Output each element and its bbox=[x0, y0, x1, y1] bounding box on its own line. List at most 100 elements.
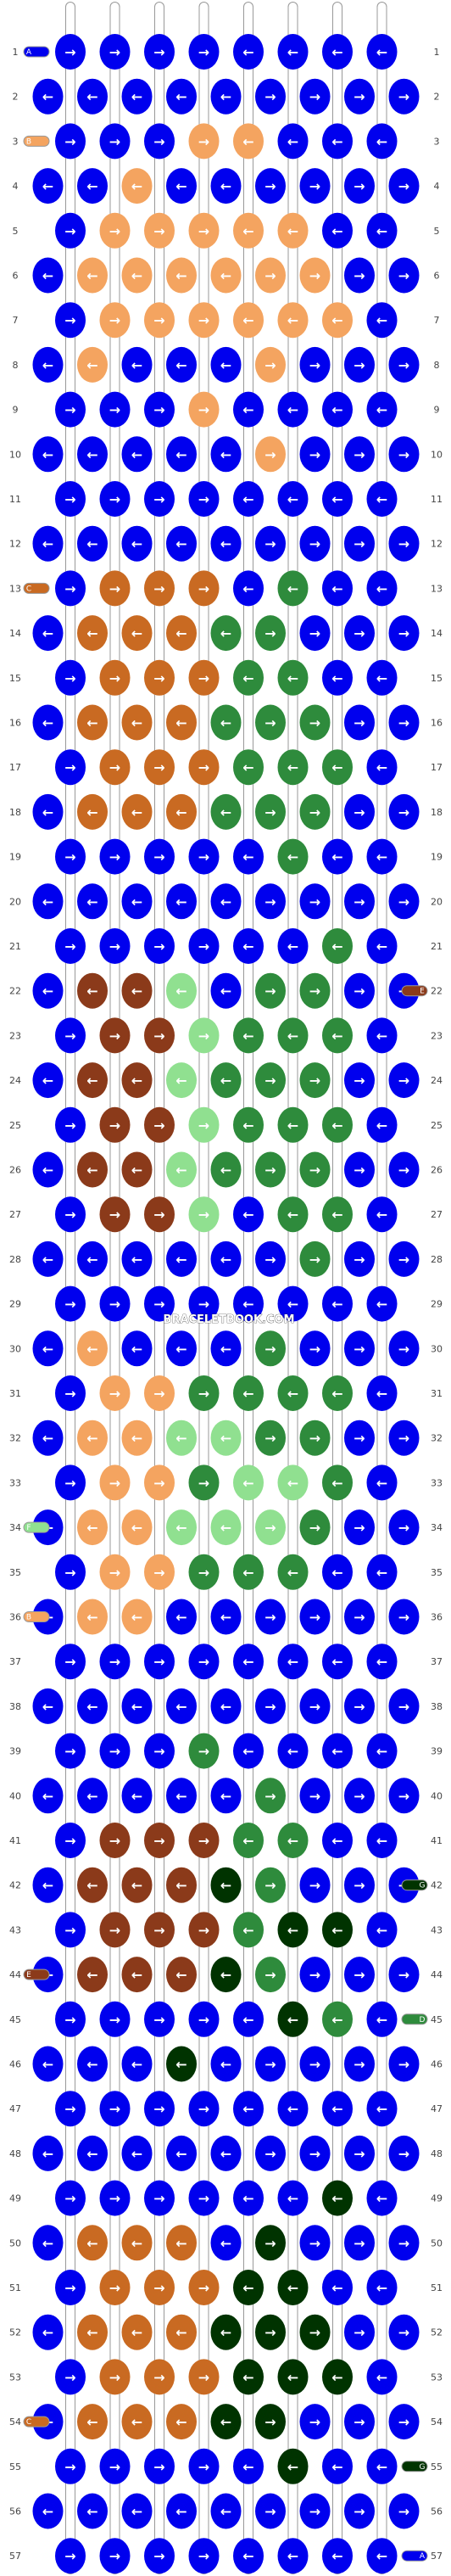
knot-arrow: ← bbox=[131, 446, 142, 462]
knot bbox=[121, 2135, 153, 2171]
knot-arrow: ← bbox=[331, 1744, 342, 1760]
row-number: 14 bbox=[9, 628, 21, 639]
knot bbox=[166, 2493, 197, 2529]
row-number: 52 bbox=[431, 2327, 443, 2338]
knot-arrow: ← bbox=[331, 44, 342, 60]
knot bbox=[344, 525, 375, 562]
knot bbox=[388, 1599, 420, 1635]
knot-arrow: → bbox=[398, 893, 409, 910]
knot-arrow: → bbox=[264, 1162, 276, 1179]
knot bbox=[233, 928, 264, 964]
knot bbox=[144, 123, 175, 160]
knot bbox=[210, 346, 242, 383]
knot bbox=[121, 2404, 153, 2440]
knot-arrow: ← bbox=[175, 1072, 187, 1089]
knot-arrow: → bbox=[64, 1207, 75, 1223]
knot bbox=[77, 2314, 108, 2350]
knot-arrow: ← bbox=[242, 1654, 253, 1670]
knot-arrow: → bbox=[398, 357, 409, 373]
knot bbox=[99, 838, 131, 875]
knot-arrow: → bbox=[153, 1117, 164, 1134]
knot-arrow: → bbox=[198, 1654, 209, 1670]
knot-arrow: → bbox=[109, 2548, 120, 2564]
row-number: 56 bbox=[431, 2506, 443, 2517]
knot bbox=[366, 1017, 398, 1054]
knot bbox=[121, 1330, 153, 1367]
knot bbox=[55, 2359, 86, 2395]
knot bbox=[299, 168, 331, 204]
knot-arrow: ← bbox=[242, 580, 253, 596]
knot-arrow: → bbox=[64, 1922, 75, 1938]
knot-arrow: → bbox=[264, 715, 276, 731]
row-number: 9 bbox=[434, 405, 440, 416]
knot bbox=[210, 883, 242, 920]
knot bbox=[233, 838, 264, 875]
knot-arrow: ← bbox=[376, 1833, 387, 1849]
knot bbox=[166, 615, 197, 652]
knot-arrow: → bbox=[153, 1744, 164, 1760]
knot bbox=[166, 346, 197, 383]
knot-arrow: → bbox=[109, 312, 120, 328]
knot bbox=[188, 659, 220, 696]
knot bbox=[388, 1151, 420, 1188]
knot-arrow: ← bbox=[86, 804, 97, 820]
knot bbox=[77, 2493, 108, 2529]
knot bbox=[255, 1509, 286, 1546]
knot-arrow: → bbox=[309, 1431, 320, 1447]
row-number: 51 bbox=[431, 2282, 443, 2293]
knot bbox=[388, 1509, 420, 1546]
knot bbox=[99, 1106, 131, 1143]
knot-arrow: ← bbox=[242, 1833, 253, 1849]
knot-arrow: ← bbox=[175, 983, 187, 1000]
row-number: 22 bbox=[9, 986, 21, 997]
knot-arrow: → bbox=[64, 849, 75, 865]
knot-arrow: ← bbox=[131, 1788, 142, 1804]
knot bbox=[99, 1017, 131, 1054]
knot bbox=[388, 257, 420, 294]
strand-tag-letter: G bbox=[420, 2463, 426, 2472]
knot-arrow: → bbox=[64, 759, 75, 776]
knot bbox=[99, 2180, 131, 2216]
knot-arrow: → bbox=[264, 178, 276, 194]
knot bbox=[188, 1644, 220, 1680]
knot-arrow: ← bbox=[242, 1922, 253, 1938]
knot-arrow: → bbox=[354, 2414, 365, 2430]
knot-arrow: ← bbox=[331, 938, 342, 955]
knot bbox=[55, 2270, 86, 2305]
knot bbox=[322, 34, 353, 70]
knot-arrow: → bbox=[109, 1028, 120, 1044]
knot bbox=[277, 391, 309, 428]
knot-arrow: → bbox=[354, 1610, 365, 1626]
knot bbox=[210, 78, 242, 115]
knot bbox=[299, 1867, 331, 1903]
knot-arrow: → bbox=[354, 536, 365, 552]
knot bbox=[32, 2046, 64, 2082]
knot-arrow: → bbox=[198, 491, 209, 507]
knot-arrow: → bbox=[309, 446, 320, 462]
knot bbox=[344, 2493, 375, 2529]
knot bbox=[32, 1330, 64, 1367]
row-number: 2 bbox=[434, 92, 440, 103]
knot-arrow: ← bbox=[86, 2504, 97, 2520]
knot-arrow: → bbox=[198, 1207, 209, 1223]
knot-arrow: → bbox=[153, 44, 164, 60]
knot bbox=[99, 212, 131, 249]
knot bbox=[121, 1778, 153, 1814]
knot-arrow: ← bbox=[42, 1788, 53, 1804]
knot-arrow: ← bbox=[331, 2191, 342, 2207]
row-number: 12 bbox=[9, 539, 21, 550]
knot bbox=[77, 257, 108, 294]
knot bbox=[344, 1330, 375, 1367]
knot bbox=[210, 1599, 242, 1635]
knot-arrow: → bbox=[354, 804, 365, 820]
knot bbox=[144, 2270, 175, 2305]
knot bbox=[188, 2180, 220, 2216]
knot-arrow: ← bbox=[131, 1520, 142, 1536]
knot-arrow: → bbox=[354, 625, 365, 641]
knot bbox=[144, 302, 175, 339]
knot bbox=[99, 928, 131, 964]
knot bbox=[144, 2091, 175, 2127]
row-number: 28 bbox=[431, 1254, 443, 1265]
knot bbox=[277, 481, 309, 517]
row-number: 24 bbox=[431, 1075, 443, 1086]
